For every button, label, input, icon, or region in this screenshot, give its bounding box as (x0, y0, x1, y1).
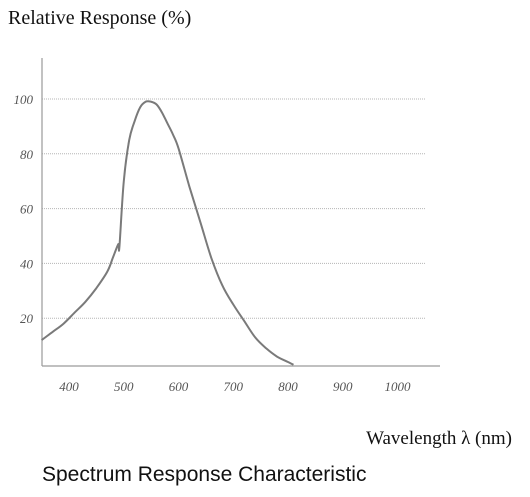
y-axis-title: Relative Response (%) (8, 7, 191, 29)
y-tick-label: 20 (20, 311, 34, 326)
x-tick-label: 1000 (385, 379, 412, 394)
chart-caption: Spectrum Response Characteristic (42, 463, 366, 486)
y-tick-labels: 20 40 60 80 100 (14, 92, 34, 326)
response-curve (41, 100, 294, 366)
y-tick-label: 80 (20, 147, 34, 162)
y-tick-label: 60 (20, 202, 34, 217)
x-axis-title: Wavelength λ (nm) (366, 428, 512, 449)
y-tick-label: 100 (14, 92, 34, 107)
x-tick-label: 600 (169, 379, 189, 394)
x-tick-label: 900 (333, 379, 353, 394)
x-tick-labels: 400 500 600 700 800 900 1000 (59, 379, 411, 394)
x-tick-label: 700 (224, 379, 244, 394)
x-tick-label: 800 (278, 379, 298, 394)
x-tick-label: 400 (59, 379, 79, 394)
x-tick-label: 500 (114, 379, 134, 394)
y-tick-label: 40 (20, 256, 34, 271)
